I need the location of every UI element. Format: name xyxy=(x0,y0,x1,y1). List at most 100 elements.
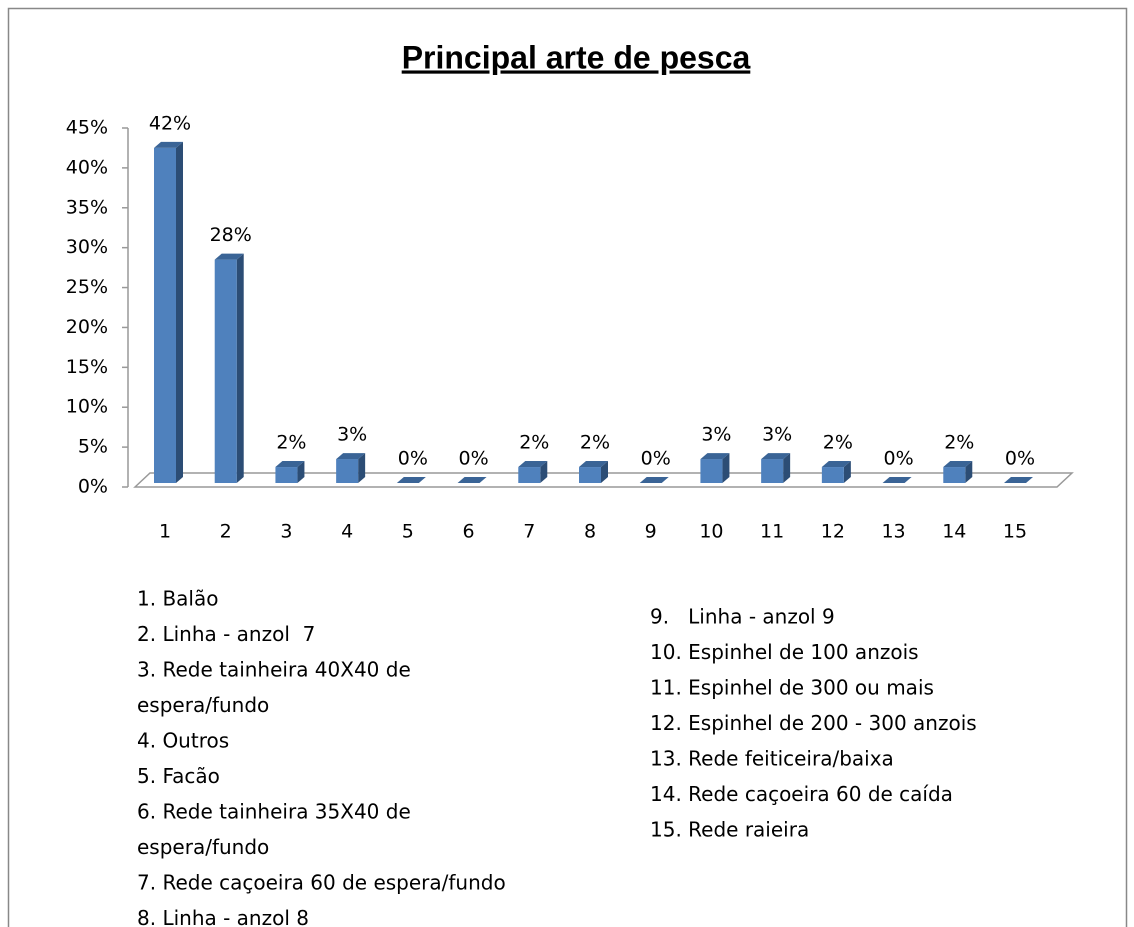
data-label: 2% xyxy=(519,432,549,454)
bar-top xyxy=(396,477,426,483)
bar-side xyxy=(358,453,366,483)
bar-front xyxy=(943,467,966,483)
legend-item: 2. Linha - anzol 7 xyxy=(137,622,315,646)
legend-item: 9. Linha - anzol 9 xyxy=(650,605,835,629)
bar-side xyxy=(601,461,608,483)
bar-side xyxy=(722,453,730,483)
bar-side xyxy=(176,141,183,483)
bar-top xyxy=(943,461,973,468)
x-tick-label: 6 xyxy=(463,521,475,543)
bar-top xyxy=(579,461,608,468)
x-tick-label: 15 xyxy=(1003,521,1027,543)
x-tick-label: 9 xyxy=(645,521,657,543)
bar-front xyxy=(761,459,784,483)
data-label: 2% xyxy=(823,432,853,454)
legend-item: espera/fundo xyxy=(137,693,269,717)
legend-item: 8. Linha - anzol 8 xyxy=(137,906,309,927)
legend-item: 7. Rede caçoeira 60 de espera/fundo xyxy=(137,871,506,895)
bar-side xyxy=(843,461,851,483)
legend-item: 5. Facão xyxy=(137,764,220,788)
legend-item: 3. Rede tainheira 40X40 de xyxy=(137,658,411,682)
bar-top xyxy=(700,453,730,460)
bar xyxy=(700,453,730,483)
data-label: 0% xyxy=(458,448,488,470)
data-label: 0% xyxy=(1005,448,1035,470)
bar-front xyxy=(518,467,541,483)
x-tick-label: 1 xyxy=(159,521,171,543)
legend-item: 11. Espinhel de 300 ou mais xyxy=(650,676,934,700)
bar xyxy=(275,461,305,483)
y-tick-label: 5% xyxy=(78,436,108,458)
data-label: 0% xyxy=(398,448,428,470)
bar xyxy=(639,477,669,483)
y-tick-label: 25% xyxy=(66,276,108,298)
bar-top xyxy=(214,253,244,260)
bar xyxy=(518,461,548,483)
data-label: 3% xyxy=(762,424,792,446)
x-tick-label: 13 xyxy=(881,521,905,543)
x-tick-label: 8 xyxy=(584,521,596,543)
bar-front xyxy=(821,467,844,483)
data-label: 28% xyxy=(210,224,252,246)
x-tick-label: 4 xyxy=(341,521,353,543)
bar xyxy=(154,141,183,483)
data-label: 2% xyxy=(944,432,974,454)
bar-side xyxy=(297,461,305,483)
bar-front xyxy=(275,467,298,483)
frame xyxy=(7,7,1128,927)
legend-item: 12. Espinhel de 200 - 300 anzois xyxy=(650,711,977,735)
bar-front xyxy=(700,459,723,483)
bar-top xyxy=(639,477,669,483)
bar xyxy=(882,477,912,483)
legend-item: 10. Espinhel de 100 anzois xyxy=(650,640,919,664)
bar-front xyxy=(214,259,237,483)
bar xyxy=(821,461,851,483)
x-tick-label: 12 xyxy=(821,521,845,543)
bar-top xyxy=(154,141,183,148)
x-tick-label: 11 xyxy=(760,521,784,543)
bar-front xyxy=(336,459,359,483)
x-tick-label: 5 xyxy=(402,521,414,543)
bar-top xyxy=(336,453,366,460)
y-tick-label: 30% xyxy=(66,236,108,258)
y-tick-label: 10% xyxy=(66,396,108,418)
chart-title: Principal arte de pesca xyxy=(402,39,751,75)
bar xyxy=(336,453,366,483)
bar xyxy=(579,461,608,483)
y-tick-label: 15% xyxy=(66,356,108,378)
bar xyxy=(396,477,426,483)
legend-item: 13. Rede feiticeira/baixa xyxy=(650,747,894,771)
legend-item: 14. Rede caçoeira 60 de caída xyxy=(650,782,953,806)
data-label: 3% xyxy=(337,424,367,446)
legend-item: espera/fundo xyxy=(137,835,269,859)
y-tick-label: 20% xyxy=(66,316,108,338)
bar-side xyxy=(783,453,791,483)
data-label: 2% xyxy=(580,432,610,454)
y-tick-label: 45% xyxy=(66,117,108,139)
bar-top xyxy=(275,461,305,468)
bar xyxy=(1004,477,1033,483)
bar xyxy=(943,461,973,483)
y-tick-label: 40% xyxy=(66,156,108,178)
bar-front xyxy=(579,467,601,483)
bar-top xyxy=(457,477,487,483)
legend-item: 6. Rede tainheira 35X40 de xyxy=(137,800,411,824)
floor xyxy=(133,472,1074,488)
legend-item: 1. Balão xyxy=(137,587,218,611)
bar xyxy=(457,477,487,483)
legend-item: 4. Outros xyxy=(137,729,229,753)
data-label: 0% xyxy=(641,448,671,470)
x-tick-label: 2 xyxy=(220,521,232,543)
bar-top xyxy=(761,453,791,460)
bar-top xyxy=(1004,477,1033,483)
y-tick-label: 0% xyxy=(78,476,108,498)
bar-top xyxy=(882,477,912,483)
bar-side xyxy=(236,253,244,483)
bar xyxy=(761,453,791,483)
x-tick-label: 10 xyxy=(699,521,723,543)
bar-top xyxy=(821,461,851,468)
bar-side xyxy=(540,461,548,483)
y-tick-label: 35% xyxy=(66,196,108,218)
